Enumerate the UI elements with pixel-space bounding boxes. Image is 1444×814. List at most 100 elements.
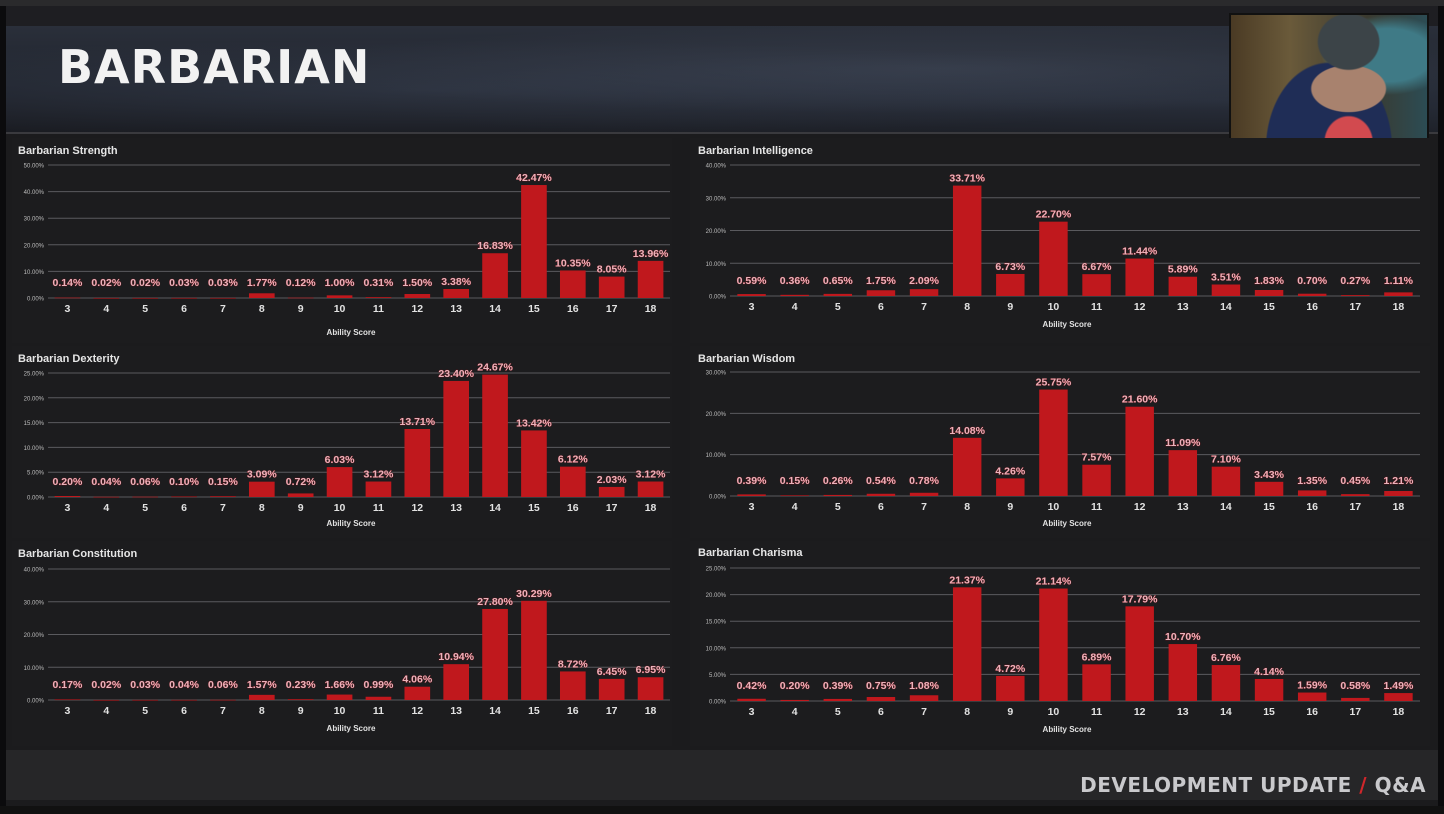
bar-17 bbox=[598, 486, 625, 497]
bar-5 bbox=[132, 496, 159, 498]
x-tick-label: 3 bbox=[749, 501, 755, 513]
x-tick-label: 12 bbox=[1134, 301, 1146, 313]
x-tick-label: 6 bbox=[181, 502, 187, 514]
data-label-14: 7.10% bbox=[1211, 454, 1241, 466]
bar-15 bbox=[521, 185, 547, 298]
bar-9 bbox=[287, 297, 314, 299]
bar-14 bbox=[1211, 466, 1241, 496]
data-label-18: 1.49% bbox=[1384, 680, 1414, 692]
y-tick-label: 10.00% bbox=[24, 666, 45, 672]
bar-15 bbox=[521, 600, 547, 700]
data-label-9: 0.72% bbox=[286, 476, 316, 488]
data-label-3: 0.17% bbox=[53, 679, 83, 691]
bar-9 bbox=[996, 273, 1025, 296]
x-tick-label: 4 bbox=[103, 502, 109, 514]
bar-4 bbox=[780, 495, 809, 496]
data-label-13: 10.70% bbox=[1165, 631, 1201, 643]
bar-18 bbox=[1384, 292, 1413, 296]
x-tick-label: 16 bbox=[1306, 706, 1318, 718]
data-label-15: 4.14% bbox=[1254, 666, 1284, 678]
data-label-3: 0.42% bbox=[737, 680, 767, 692]
bar-8 bbox=[952, 185, 982, 296]
y-tick-label: 10.00% bbox=[706, 453, 727, 459]
x-tick-label: 7 bbox=[220, 303, 226, 315]
data-label-17: 0.27% bbox=[1340, 275, 1370, 287]
data-label-16: 1.35% bbox=[1297, 475, 1327, 487]
data-label-16: 6.12% bbox=[558, 454, 588, 466]
bar-17 bbox=[1341, 295, 1370, 296]
x-tick-label: 9 bbox=[298, 502, 304, 514]
panel-dexterity bbox=[12, 346, 672, 538]
y-tick-label: 25.00% bbox=[706, 567, 727, 573]
header-banner bbox=[6, 26, 1438, 134]
x-tick-label: 14 bbox=[489, 502, 501, 514]
bar-4 bbox=[93, 699, 120, 701]
bar-10 bbox=[326, 694, 353, 700]
x-tick-label: 10 bbox=[1048, 501, 1060, 513]
bar-6 bbox=[171, 699, 197, 701]
x-tick-label: 6 bbox=[181, 705, 187, 717]
bar-6 bbox=[171, 297, 197, 299]
x-tick-label: 18 bbox=[645, 502, 657, 514]
data-label-10: 22.70% bbox=[1036, 209, 1072, 221]
y-tick-label: 30.00% bbox=[24, 217, 45, 223]
x-tick-label: 3 bbox=[749, 301, 755, 313]
data-label-6: 0.03% bbox=[169, 277, 199, 289]
data-label-11: 7.57% bbox=[1082, 452, 1112, 464]
data-label-14: 27.80% bbox=[477, 596, 513, 608]
y-tick-label: 10.00% bbox=[24, 270, 45, 276]
x-tick-label: 12 bbox=[1134, 706, 1146, 718]
data-label-5: 0.65% bbox=[823, 275, 853, 287]
data-label-16: 1.59% bbox=[1297, 680, 1327, 692]
data-label-13: 3.38% bbox=[441, 276, 471, 288]
x-tick-label: 14 bbox=[489, 705, 501, 717]
bar-7 bbox=[909, 695, 939, 701]
bar-10 bbox=[1039, 221, 1068, 296]
slide-title: BARBARIAN bbox=[58, 40, 371, 94]
data-label-15: 42.47% bbox=[516, 172, 552, 184]
bar-6 bbox=[866, 290, 896, 296]
data-label-17: 0.58% bbox=[1340, 680, 1370, 692]
bar-5 bbox=[823, 698, 853, 701]
y-tick-label: 10.00% bbox=[706, 646, 727, 652]
bar-11 bbox=[365, 297, 392, 298]
x-tick-label: 3 bbox=[65, 502, 71, 514]
x-axis-label: Ability Score bbox=[327, 519, 376, 528]
x-tick-label: 14 bbox=[1220, 501, 1232, 513]
x-tick-label: 6 bbox=[878, 501, 884, 513]
chart-title-constitution: Barbarian Constitution bbox=[18, 548, 138, 560]
footer-branding: DEVELOPMENT UPDATE / Q&A bbox=[1080, 773, 1426, 797]
bar-5 bbox=[823, 494, 853, 496]
bar-10 bbox=[1039, 588, 1068, 701]
y-tick-label: 0.00% bbox=[709, 700, 727, 706]
data-label-3: 0.14% bbox=[53, 277, 83, 289]
chart-title-charisma: Barbarian Charisma bbox=[698, 547, 803, 559]
data-label-4: 0.02% bbox=[91, 277, 121, 289]
data-label-17: 0.45% bbox=[1340, 475, 1370, 487]
data-label-6: 0.10% bbox=[169, 476, 199, 488]
bar-18 bbox=[637, 677, 664, 700]
y-tick-label: 40.00% bbox=[24, 568, 45, 574]
x-tick-label: 11 bbox=[1091, 706, 1102, 718]
x-tick-label: 12 bbox=[411, 303, 423, 315]
data-label-17: 6.45% bbox=[597, 666, 627, 678]
x-tick-label: 17 bbox=[606, 502, 618, 514]
x-tick-label: 14 bbox=[1220, 301, 1232, 313]
y-tick-label: 30.00% bbox=[706, 371, 727, 377]
bar-11 bbox=[1082, 464, 1111, 496]
bar-14 bbox=[482, 608, 508, 700]
y-tick-label: 20.00% bbox=[24, 396, 45, 402]
data-label-8: 21.37% bbox=[949, 574, 985, 586]
bar-7 bbox=[210, 496, 236, 497]
x-tick-label: 15 bbox=[528, 303, 540, 315]
x-tick-label: 13 bbox=[1177, 501, 1189, 513]
bar-7 bbox=[210, 699, 236, 701]
data-label-12: 4.06% bbox=[402, 674, 432, 686]
bar-17 bbox=[598, 678, 625, 700]
bar-4 bbox=[93, 496, 120, 498]
data-label-8: 1.57% bbox=[247, 679, 277, 691]
x-tick-label: 16 bbox=[567, 303, 579, 315]
panel-strength bbox=[12, 138, 672, 343]
